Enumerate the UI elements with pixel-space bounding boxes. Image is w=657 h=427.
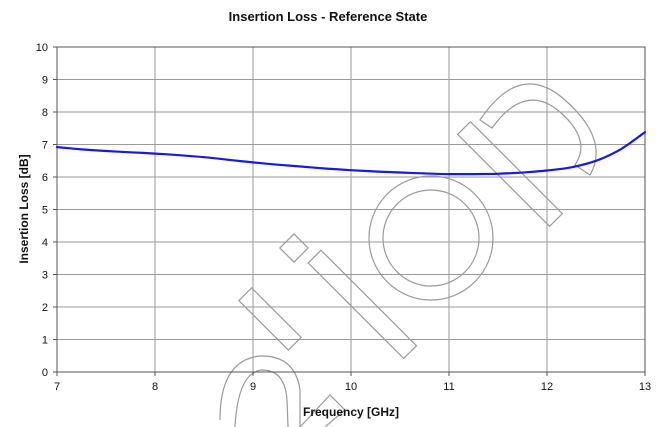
data-point xyxy=(472,173,475,175)
data-point xyxy=(325,167,328,170)
data-point xyxy=(350,169,352,171)
x-tick-label: 10 xyxy=(345,381,357,393)
series xyxy=(55,131,647,176)
data-point xyxy=(521,171,524,174)
data-point xyxy=(105,150,107,152)
y-tick-label: 7 xyxy=(42,140,48,152)
y-tick-label: 1 xyxy=(42,335,48,347)
x-tick-label: 13 xyxy=(639,381,651,393)
data-point xyxy=(276,163,279,166)
y-tick-label: 6 xyxy=(42,172,48,184)
data-point xyxy=(570,166,573,169)
y-tick-label: 5 xyxy=(42,205,48,217)
data-point xyxy=(448,173,450,175)
y-tick-label: 4 xyxy=(42,237,48,249)
data-point xyxy=(546,169,548,172)
y-tick-label: 8 xyxy=(42,107,48,119)
data-point xyxy=(374,170,377,173)
data-point xyxy=(227,159,230,161)
x-tick-label: 11 xyxy=(443,381,454,393)
data-point xyxy=(129,151,132,154)
data-point xyxy=(644,131,646,133)
y-tick-label: 9 xyxy=(42,75,48,87)
data-point xyxy=(619,148,622,151)
y-tick-label: 10 xyxy=(36,42,48,54)
x-tick-label: 9 xyxy=(250,381,256,393)
data-point xyxy=(154,152,156,155)
data-point xyxy=(203,156,205,158)
x-axis: 7 8 9 10 11 12 13 xyxy=(54,372,651,393)
y-tick-label: 2 xyxy=(42,302,48,314)
x-tick-label: 8 xyxy=(152,381,158,393)
y-axis-label: Insertion Loss [dB] xyxy=(17,154,31,263)
data-point xyxy=(595,160,597,162)
data-point xyxy=(80,148,83,151)
data-point xyxy=(301,165,303,168)
x-tick-label: 12 xyxy=(541,381,553,393)
y-axis: 0 1 2 3 4 5 6 7 8 9 10 xyxy=(36,42,57,379)
y-tick-label: 0 xyxy=(42,367,48,379)
data-point xyxy=(423,172,426,175)
data-point xyxy=(252,161,254,164)
data-point xyxy=(56,146,58,148)
data-point xyxy=(497,173,499,175)
data-point xyxy=(178,154,181,156)
data-point xyxy=(399,171,401,174)
x-tick-label: 7 xyxy=(54,381,60,393)
watermark xyxy=(219,83,597,427)
y-tick-label: 3 xyxy=(42,270,48,282)
x-axis-label: Frequency [GHz] xyxy=(303,405,399,419)
chart-title: Insertion Loss - Reference State xyxy=(229,9,428,24)
grid xyxy=(56,46,646,373)
